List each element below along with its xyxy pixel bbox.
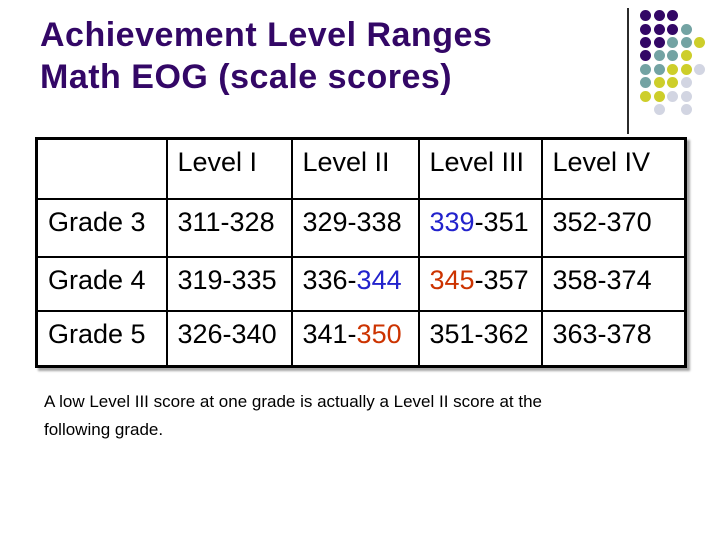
score-text: 319-335 — [177, 264, 277, 295]
table-row: Grade 3 311-328 329-338 339-351 352-370 — [35, 197, 687, 258]
score-text: 326-340 — [177, 318, 277, 349]
header-cell-empty — [35, 137, 168, 200]
decoration-dot — [640, 63, 652, 75]
decoration-dot — [680, 36, 692, 48]
decoration-vertical-rule — [627, 8, 629, 134]
decoration-dot — [653, 103, 665, 115]
score-range-cell: 341-350 — [290, 309, 420, 368]
footnote: A low Level III score at one grade is ac… — [44, 388, 542, 444]
score-range-cell: 319-335 — [165, 255, 293, 312]
decoration-dot — [680, 63, 692, 75]
decoration-dot — [653, 10, 665, 22]
decoration-dot — [640, 50, 652, 62]
score-range-cell: 351-362 — [417, 309, 543, 368]
score-range-cell: 329-338 — [290, 197, 420, 258]
score-range-cell: 352-370 — [540, 197, 687, 258]
header-cell: Level I — [165, 137, 293, 200]
footnote-line2: following grade. — [44, 420, 164, 439]
decoration-dot — [667, 50, 679, 62]
score-text: 358-374 — [552, 264, 652, 295]
decoration-dot — [653, 77, 665, 89]
score-range-cell: 336-344 — [290, 255, 420, 312]
header-cell: Level III — [417, 137, 543, 200]
decoration-dot — [680, 90, 692, 102]
header-cell: Level IV — [540, 137, 687, 200]
row-label: Grade 5 — [35, 309, 168, 368]
slide-title-line2: Math EOG (scale scores) — [40, 58, 453, 96]
decoration-dot — [667, 63, 679, 75]
score-text: 351-362 — [429, 318, 529, 349]
slide-title-line1: Achievement Level Ranges — [40, 16, 493, 54]
score-range-cell: 339-351 — [417, 197, 543, 258]
table-row: Grade 4 319-335 336-344 345-357 358-374 — [35, 255, 687, 312]
decoration-dot — [640, 90, 652, 102]
slide-title: Achievement Level Ranges Math EOG (scale… — [40, 14, 492, 98]
score-text: 329-338 — [302, 206, 402, 237]
decoration-dot — [680, 50, 692, 62]
table-row: Grade 5 326-340 341-350 351-362 363-378 — [35, 309, 687, 368]
decoration-dot — [680, 23, 692, 35]
score-highlight: 350 — [356, 318, 402, 349]
header-cell: Level II — [290, 137, 420, 200]
decoration-dot — [653, 90, 665, 102]
row-label: Grade 3 — [35, 197, 168, 258]
footnote-line1: A low Level III score at one grade is ac… — [44, 392, 542, 411]
decoration-dot — [640, 36, 652, 48]
decoration-dot — [680, 103, 692, 115]
score-range-cell: 363-378 — [540, 309, 687, 368]
score-highlight: 344 — [356, 264, 402, 295]
decoration-dot — [694, 63, 706, 75]
decoration-dot — [653, 23, 665, 35]
score-range-cell: 311-328 — [165, 197, 293, 258]
score-text: 336- — [302, 264, 357, 295]
score-text: 341- — [302, 318, 357, 349]
decoration-dot — [667, 90, 679, 102]
decoration-dot — [640, 10, 652, 22]
decoration-dot — [667, 77, 679, 89]
decoration-dot — [667, 23, 679, 35]
decoration-dot — [680, 77, 692, 89]
decoration-dot — [653, 63, 665, 75]
score-text: 363-378 — [552, 318, 652, 349]
score-highlight: 345 — [429, 264, 475, 295]
score-text: -351 — [474, 206, 529, 237]
decoration-dot — [640, 77, 652, 89]
table-header-row: Level I Level II Level III Level IV — [35, 137, 687, 200]
decoration-dot — [667, 10, 679, 22]
score-range-cell: 345-357 — [417, 255, 543, 312]
decoration-dot — [653, 50, 665, 62]
score-range-cell: 358-374 — [540, 255, 687, 312]
score-range-cell: 326-340 — [165, 309, 293, 368]
score-text: -357 — [474, 264, 529, 295]
decoration-dots-icon — [639, 9, 707, 116]
score-highlight: 339 — [429, 206, 475, 237]
decoration-dot — [694, 36, 706, 48]
score-text: 311-328 — [177, 206, 275, 237]
row-label: Grade 4 — [35, 255, 168, 312]
decoration-dot — [640, 23, 652, 35]
score-text: 352-370 — [552, 206, 652, 237]
decoration-dot — [667, 36, 679, 48]
decoration-dot — [653, 36, 665, 48]
